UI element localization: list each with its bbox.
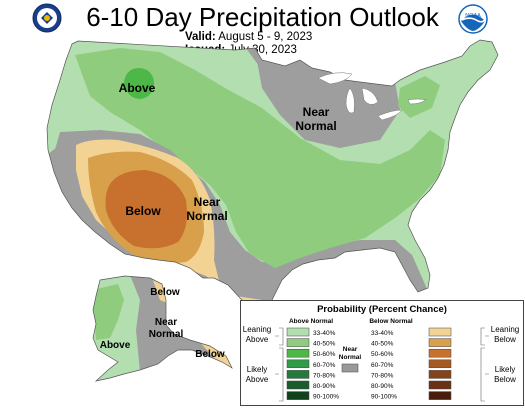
alaska-outline [92,275,233,382]
legend-above-label-2: 40-50% [313,341,336,348]
alaska-above-40 [93,284,124,340]
legend-bracket-above [275,327,284,402]
legend-near-header-1: Near [343,346,358,353]
legend-above-header: Above Normal [289,318,333,325]
lake-ontario [407,98,427,105]
legend-below-swatch-5 [428,370,452,379]
label-near-normal-south-1: Near [194,195,221,209]
legend-above-swatch-7 [286,391,310,400]
legend-below-swatch-2 [428,338,452,347]
legend-above-label-3: 50-60% [313,351,336,358]
legend-above-swatch-1 [286,327,310,337]
label-alaska-below-north: Below [150,287,180,298]
near-normal-southeast [395,245,430,300]
legend-likely-below-1: Likely [495,365,515,374]
legend-box: Probability (Percent Chance) Above Norma… [240,300,524,406]
legend-above-rows: 33-40% 40-50% 50-60% 60-70% 70-80% 80-90% 90-1… [286,327,339,401]
legend-below-swatch-7 [428,391,452,400]
legend-below-swatch-4 [428,359,452,369]
legend-below-label-5: 70-80% [371,372,394,379]
bracket-leaning-above [275,327,284,346]
legend-above-swatch-2 [286,338,310,347]
noaa-commerce-seal-icon [32,3,62,33]
legend-above-swatch-4 [286,359,310,369]
legend-title: Probability (Percent Chance) [317,304,447,315]
legend-below-label-3: 50-60% [371,351,394,358]
legend-leaning-above-1: Leaning [243,325,271,334]
legend-likely-above-2: Above [246,375,269,384]
label-near-normal-south-2: Normal [186,209,227,223]
legend-leaning-below-1: Leaning [491,325,519,334]
legend-above-swatch-6 [286,380,310,390]
above-40-main-band [75,48,445,268]
label-below-southwest: Below [125,204,161,218]
page-title: 6-10 Day Precipitation Outlook [86,2,439,32]
great-lakes [317,72,427,121]
legend-above-label-1: 33-40% [313,330,336,337]
legend-below-label-7: 90-100% [371,394,397,401]
label-alaska-below-south: Below [195,349,225,360]
legend-below-label-1: 33-40% [371,330,394,337]
legend-leaning-above-2: Above [246,335,269,344]
legend-below-swatch-3 [428,348,452,358]
above-50-montana [124,68,154,99]
label-alaska-near-1: Near [155,317,177,328]
legend-above-swatch-3 [286,348,310,358]
label-above-montana: Above [119,81,156,95]
legend-below-label-4: 60-70% [371,362,394,369]
bracket-leaning-below [480,327,489,346]
legend-graphic: Probability (Percent Chance) Above Norma… [243,304,519,402]
conus-outline [46,39,499,319]
noaa-logo-text: NOAA [465,13,481,19]
legend-below-rows: 33-40% 40-50% 50-60% 60-70% 70-80% 80-90% 90-1… [371,327,452,401]
noaa-logo-icon: NOAA [458,4,488,34]
above-40-great-lakes-east [398,76,440,118]
legend-leaning-below-2: Below [494,335,516,344]
lake-michigan [345,87,355,114]
legend-below-label-2: 40-50% [371,341,394,348]
near-normal-upper-midwest [255,50,400,148]
label-near-normal-north-2: Normal [295,119,336,133]
legend-below-swatch-6 [428,380,452,390]
label-near-normal-north-1: Near [303,105,330,119]
legend-near-header-2: Normal [339,354,362,361]
legend-bracket-below [480,327,489,402]
lake-superior [317,72,353,85]
valid-label: Valid: [185,31,216,43]
legend-below-header: Below Normal [369,318,413,325]
lake-erie [377,109,403,121]
label-alaska-near-2: Normal [149,329,184,340]
legend-likely-below-2: Below [494,375,516,384]
legend-above-label-6: 80-90% [313,383,336,390]
legend-below-swatch-1 [428,327,452,337]
legend-swatch-near [341,363,359,373]
legend-above-label-5: 70-80% [313,372,336,379]
legend-likely-above-1: Likely [247,365,267,374]
legend-above-label-7: 90-100% [313,394,339,401]
below-50-southwest [105,170,187,249]
legend-below-label-6: 80-90% [371,383,394,390]
bracket-likely-below [480,347,489,402]
label-alaska-above: Above [100,340,131,351]
legend-above-swatch-5 [286,370,310,379]
valid-date: August 5 - 9, 2023 [218,31,313,43]
bracket-likely-above [275,347,284,402]
valid-line: Valid: August 5 - 9, 2023 [185,31,312,44]
lake-huron [361,87,379,105]
legend-above-label-4: 60-70% [313,362,336,369]
